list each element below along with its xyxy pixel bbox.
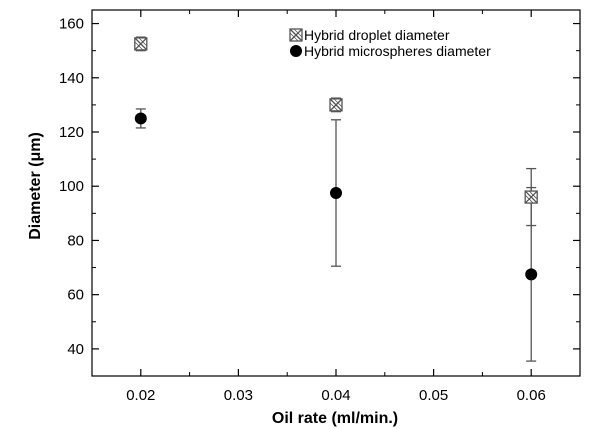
axis-ticks xyxy=(91,10,581,377)
x-tick-label: 0.04 xyxy=(321,387,350,404)
legend-entry-microspheres: Hybrid microspheres diameter xyxy=(290,43,491,59)
x-axis-title: Oil rate (ml/min.) xyxy=(272,410,398,427)
error-bars xyxy=(135,36,537,362)
x-tick-label: 0.02 xyxy=(126,387,155,404)
legend-label-droplet: Hybrid droplet diameter xyxy=(304,27,450,43)
y-tick-label: 140 xyxy=(59,70,84,87)
legend-marker-droplet xyxy=(289,28,303,42)
y-tick-label: 60 xyxy=(67,287,84,304)
microsphere-point xyxy=(134,112,147,125)
droplet-point xyxy=(329,98,343,112)
y-tick-label: 100 xyxy=(59,178,84,195)
y-tick-label: 80 xyxy=(67,232,84,249)
x-tick-label: 0.03 xyxy=(224,387,253,404)
axis-tick-labels: 0.02 0.03 0.04 0.05 0.06 40 60 80 100 120 140 160 xyxy=(59,16,546,404)
legend-entry-droplet: Hybrid droplet diameter xyxy=(289,27,450,43)
legend-label-microspheres: Hybrid microspheres diameter xyxy=(304,43,491,59)
y-tick-label: 40 xyxy=(67,341,84,358)
droplet-point xyxy=(524,190,538,204)
x-tick-label: 0.05 xyxy=(419,387,448,404)
legend-marker-microspheres xyxy=(290,45,302,57)
y-axis-title: Diameter (μm) xyxy=(27,132,44,240)
data-markers xyxy=(134,37,538,281)
droplet-point xyxy=(134,37,148,51)
microsphere-point xyxy=(525,268,538,281)
x-tick-label: 0.06 xyxy=(517,387,546,404)
y-tick-label: 120 xyxy=(59,124,84,141)
microsphere-point xyxy=(330,187,342,199)
legend: Hybrid droplet diameter Hybrid microsphe… xyxy=(289,27,491,59)
y-tick-label: 160 xyxy=(59,16,84,33)
